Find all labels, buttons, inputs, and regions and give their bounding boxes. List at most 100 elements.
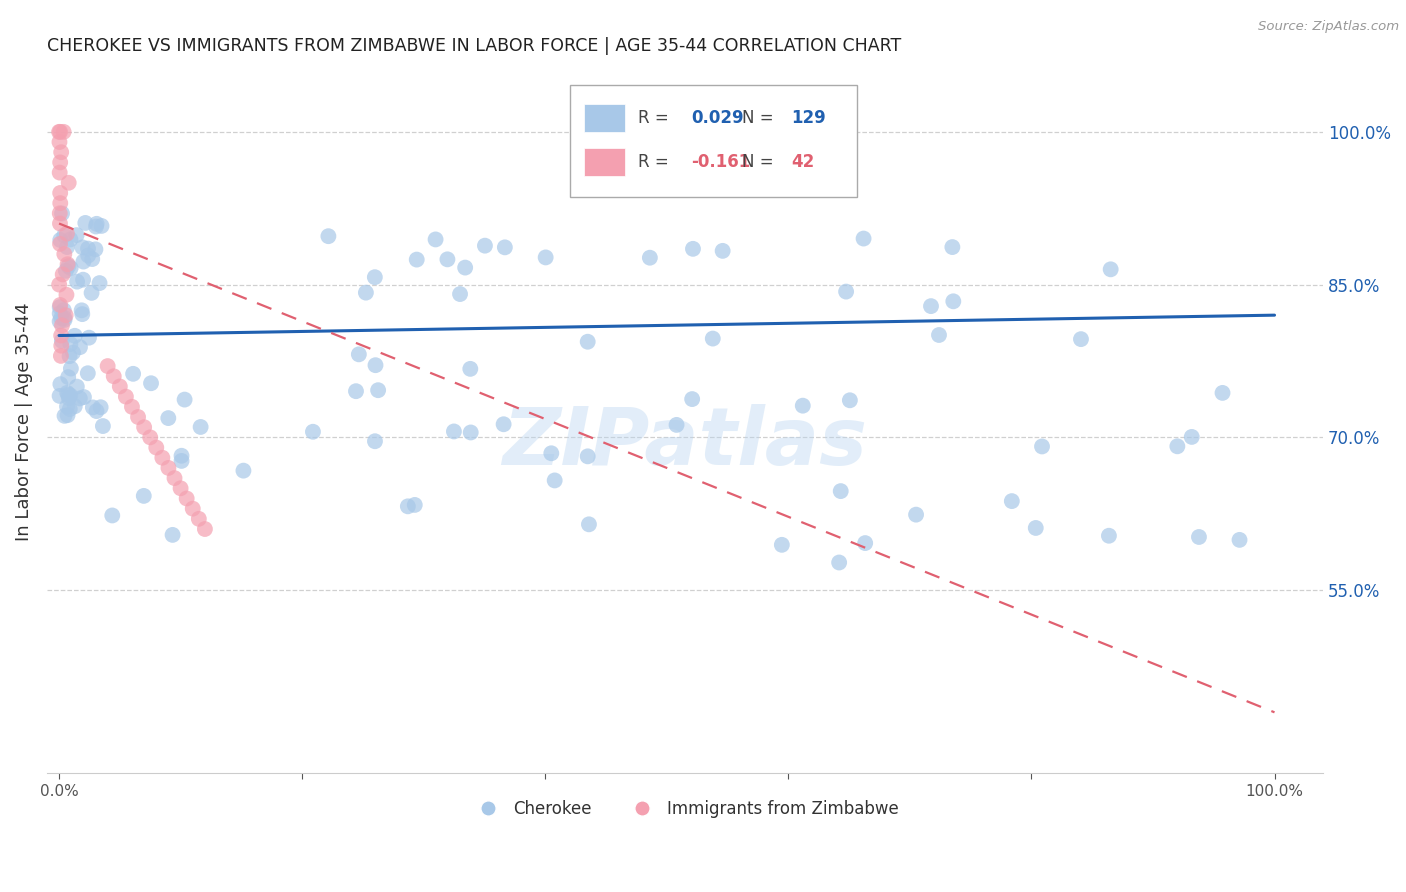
Cherokee xyxy=(665,417,688,432)
Cherokee xyxy=(72,307,94,321)
Immigrants from Zimbabwe xyxy=(51,145,73,160)
Cherokee xyxy=(132,489,155,503)
Cherokee xyxy=(367,383,389,397)
Cherokee xyxy=(835,285,858,299)
Immigrants from Zimbabwe xyxy=(49,217,72,231)
Cherokee xyxy=(1188,530,1211,544)
Cherokee xyxy=(576,450,599,464)
Immigrants from Zimbabwe xyxy=(51,339,73,353)
Cherokee xyxy=(1025,521,1047,535)
Cherokee xyxy=(56,408,79,422)
Cherokee xyxy=(1181,430,1204,444)
Cherokee xyxy=(90,219,112,233)
Cherokee xyxy=(59,232,82,246)
Immigrants from Zimbabwe xyxy=(56,227,79,241)
Immigrants from Zimbabwe xyxy=(49,349,72,363)
Cherokee xyxy=(942,294,965,309)
Cherokee xyxy=(425,232,447,246)
Cherokee xyxy=(157,411,180,425)
Cherokee xyxy=(190,420,212,434)
Cherokee xyxy=(1212,385,1234,400)
Cherokee xyxy=(928,328,950,343)
Cherokee xyxy=(534,251,557,265)
Cherokee xyxy=(540,446,562,460)
Cherokee xyxy=(49,377,72,392)
Cherokee xyxy=(792,399,814,413)
Cherokee xyxy=(941,240,963,254)
Cherokee xyxy=(905,508,928,522)
Cherokee xyxy=(1098,529,1121,543)
Text: Source: ZipAtlas.com: Source: ZipAtlas.com xyxy=(1258,20,1399,33)
Cherokee xyxy=(48,314,70,328)
Cherokee xyxy=(86,217,108,231)
Cherokee xyxy=(51,334,73,348)
Cherokee xyxy=(58,387,80,401)
Immigrants from Zimbabwe xyxy=(157,461,180,475)
Cherokee xyxy=(474,238,496,252)
Cherokee xyxy=(84,219,107,234)
Cherokee xyxy=(48,300,70,314)
Cherokee xyxy=(63,328,86,343)
Cherokee xyxy=(838,393,860,408)
Y-axis label: In Labor Force | Age 35-44: In Labor Force | Age 35-44 xyxy=(15,302,32,541)
Immigrants from Zimbabwe xyxy=(48,277,70,292)
Immigrants from Zimbabwe xyxy=(103,369,125,384)
Cherokee xyxy=(1031,440,1053,454)
Cherokee xyxy=(458,362,481,376)
FancyBboxPatch shape xyxy=(583,148,626,176)
Cherokee xyxy=(86,404,108,418)
Immigrants from Zimbabwe xyxy=(49,236,72,251)
Cherokee xyxy=(173,392,195,407)
Cherokee xyxy=(449,287,471,301)
Cherokee xyxy=(364,270,387,285)
Cherokee xyxy=(460,425,482,440)
Cherokee xyxy=(90,401,112,415)
Immigrants from Zimbabwe xyxy=(58,176,80,190)
Cherokee xyxy=(70,303,93,318)
Cherokee xyxy=(162,528,184,542)
Immigrants from Zimbabwe xyxy=(56,257,79,271)
Cherokee xyxy=(101,508,124,523)
Cherokee xyxy=(62,345,84,359)
Cherokee xyxy=(59,337,82,351)
Text: ZIPatlas: ZIPatlas xyxy=(502,404,868,483)
Cherokee xyxy=(52,303,75,318)
Immigrants from Zimbabwe xyxy=(194,522,217,536)
Text: R =: R = xyxy=(638,109,668,127)
Cherokee xyxy=(364,434,387,449)
Cherokee xyxy=(51,206,73,220)
Cherokee xyxy=(91,419,114,434)
Text: 0.029: 0.029 xyxy=(692,109,744,127)
FancyBboxPatch shape xyxy=(583,103,626,132)
Immigrants from Zimbabwe xyxy=(49,186,72,200)
Immigrants from Zimbabwe xyxy=(48,125,70,139)
Cherokee xyxy=(404,498,426,512)
Cherokee xyxy=(49,310,72,325)
Immigrants from Zimbabwe xyxy=(49,125,72,139)
Cherokee xyxy=(76,366,98,380)
Text: -0.161: -0.161 xyxy=(692,153,751,171)
Cherokee xyxy=(436,252,458,267)
Cherokee xyxy=(318,229,340,244)
Cherokee xyxy=(1001,494,1024,508)
Cherokee xyxy=(53,409,76,423)
Cherokee xyxy=(56,240,79,254)
Cherokee xyxy=(578,517,600,532)
Cherokee xyxy=(82,401,104,415)
Text: 129: 129 xyxy=(792,109,825,127)
Cherokee xyxy=(77,248,100,262)
Cherokee xyxy=(56,400,79,414)
Immigrants from Zimbabwe xyxy=(49,298,72,312)
Cherokee xyxy=(69,340,91,354)
Cherokee xyxy=(66,275,89,289)
Cherokee xyxy=(682,242,704,256)
Text: CHEROKEE VS IMMIGRANTS FROM ZIMBABWE IN LABOR FORCE | AGE 35-44 CORRELATION CHAR: CHEROKEE VS IMMIGRANTS FROM ZIMBABWE IN … xyxy=(46,37,901,55)
Cherokee xyxy=(852,231,875,245)
Cherokee xyxy=(139,376,162,391)
Cherokee xyxy=(638,251,661,265)
Immigrants from Zimbabwe xyxy=(48,135,70,149)
Immigrants from Zimbabwe xyxy=(127,409,149,424)
Cherokee xyxy=(711,244,734,258)
Immigrants from Zimbabwe xyxy=(49,196,72,211)
Cherokee xyxy=(59,402,82,417)
